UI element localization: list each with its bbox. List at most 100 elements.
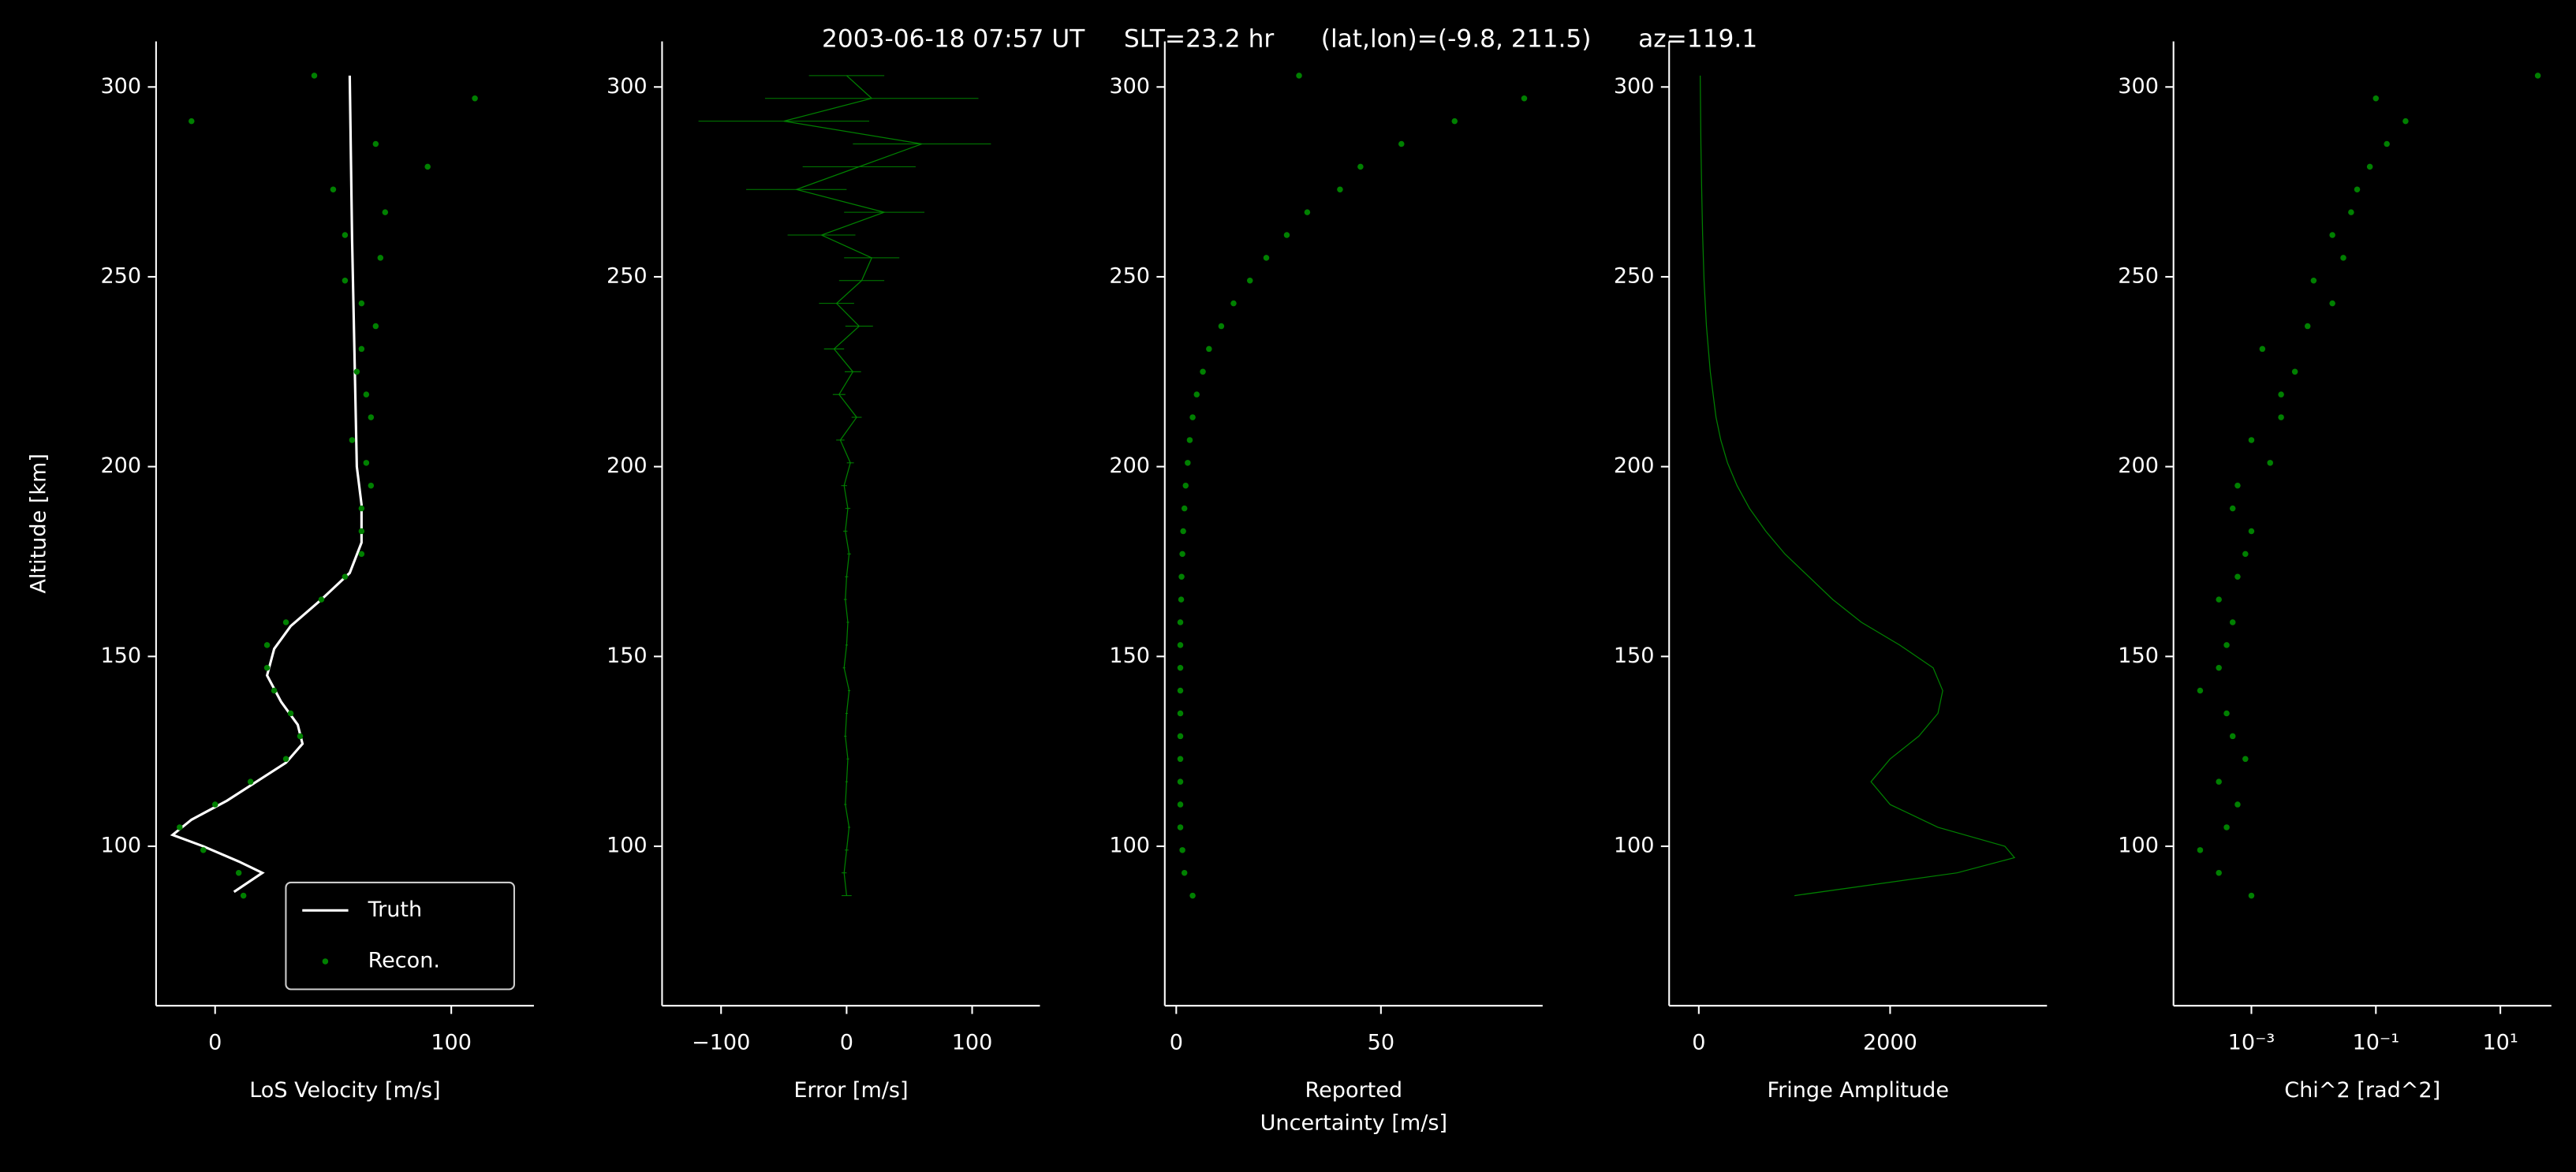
data-point [311,73,318,79]
legend: Truth Recon. [285,881,515,991]
y-tick-label: 250 [2118,263,2159,288]
figure-title: 2003-06-18 07:57 UT SLT=23.2 hr (lat,lon… [822,24,1757,53]
data-point [2248,437,2255,443]
data-point [358,551,365,558]
y-tick-label: 150 [607,644,648,668]
x-tick-label: 2000 [1863,1031,1917,1055]
data-point [1263,255,1270,261]
data-point [2242,756,2249,763]
data-point [235,869,242,876]
data-point [2197,847,2204,853]
data-point [363,391,370,398]
data-point [1177,642,1184,648]
x-axis-label: Uncertainty [m/s] [1260,1111,1447,1136]
y-tick-label: 200 [2118,453,2159,478]
x-tick-label: −100 [692,1031,750,1055]
data-point [1246,278,1253,284]
x-axis-label: LoS Velocity [m/s] [249,1078,440,1103]
y-tick-label: 100 [607,834,648,858]
data-point [189,118,195,125]
data-point [1189,892,1196,899]
data-point [211,801,218,808]
data-point [372,323,379,330]
y-tick-label: 150 [1109,644,1150,668]
data-point [1357,163,1364,170]
y-tick-label: 200 [1109,453,1150,478]
data-point [2248,892,2255,899]
data-point [1177,756,1184,763]
x-tick-label: 0 [1170,1031,1183,1055]
data-point [2234,573,2241,580]
data-point [1182,482,1189,489]
data-point [382,209,389,215]
data-point [358,300,365,307]
data-point [2197,687,2204,694]
data-point [200,847,207,853]
y-tick-label: 300 [100,74,141,99]
data-point [2229,619,2236,625]
data-point [2267,460,2273,466]
y-tick-label: 250 [1109,263,1150,288]
data-point [2310,278,2317,284]
y-tick-label: 300 [607,74,648,99]
x-tick-label: 50 [1368,1031,1394,1055]
data-point [2216,665,2222,671]
y-axis-label: Altitude [km] [26,453,50,594]
data-point [368,482,375,489]
data-point [1177,824,1184,830]
x-tick-label: 10⁻¹ [2352,1031,2399,1055]
data-point [1178,596,1185,603]
data-point [358,345,365,353]
data-point [372,140,379,147]
y-tick-label: 250 [1614,263,1655,288]
y-tick-label: 100 [1109,834,1150,858]
data-point [2348,209,2354,215]
y-tick-label: 150 [2118,644,2159,668]
data-point [2402,118,2409,125]
data-point [2216,778,2222,785]
data-point [1296,73,1302,79]
data-point [282,619,289,625]
data-point [2278,391,2284,398]
y-tick-label: 150 [100,644,141,668]
data-point [353,368,360,375]
data-point [2234,482,2241,489]
y-tick-label: 100 [2118,834,2159,858]
y-tick-label: 100 [1614,834,1655,858]
x-tick-label: 0 [208,1031,222,1055]
data-point [472,95,478,102]
x-tick-label: 100 [431,1031,472,1055]
y-tick-label: 100 [100,834,141,858]
data-point [349,437,356,443]
x-tick-label: 0 [840,1031,853,1055]
data-point [2384,140,2390,147]
data-point [2329,300,2335,307]
y-tick-label: 150 [1614,644,1655,668]
data-point [1230,300,1237,307]
data-point [1193,391,1200,398]
data-point [2340,255,2346,261]
data-point [1181,869,1188,876]
data-point [1177,733,1184,740]
data-point [1181,505,1188,512]
data-point [1451,118,1458,125]
data-point [282,756,289,763]
data-point [1177,801,1184,808]
data-point [2304,323,2311,330]
data-point [330,186,337,192]
data-point [368,414,375,420]
data-point [1179,847,1185,853]
data-point [1177,619,1184,625]
data-point [2223,824,2230,830]
data-point [2534,73,2541,79]
x-tick-label: 100 [952,1031,993,1055]
data-point [1178,573,1185,580]
data-point [358,505,365,512]
data-point [1185,460,1191,466]
data-point [263,665,271,671]
data-point [240,892,247,899]
data-point [1186,437,1193,443]
data-point [2354,186,2361,192]
